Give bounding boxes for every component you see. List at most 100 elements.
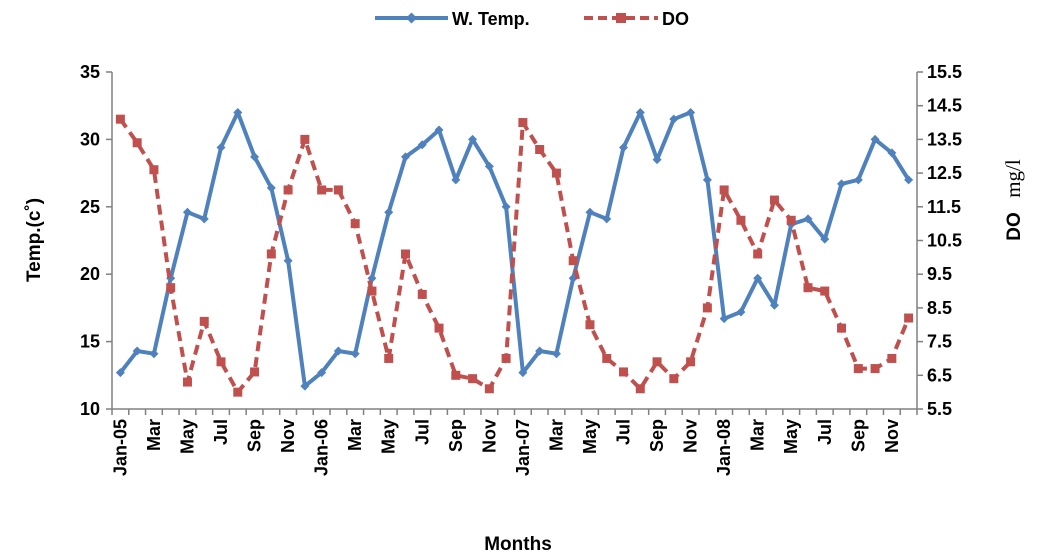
data-point [535,346,545,356]
data-point [870,134,880,144]
y2-axis-title-main: DO [1004,212,1025,241]
data-point [216,357,226,367]
x-tick-label: Jul [211,419,231,445]
y2-tick-label: 6.5 [927,365,952,385]
y-tick-label: 20 [80,264,100,284]
x-tick-label: Nov [278,419,298,453]
y-tick-label: 15 [80,332,100,352]
data-point [702,175,712,185]
data-point [887,353,897,363]
x-tick-label: Mar [546,419,566,451]
data-point [652,155,662,165]
data-point [904,175,914,185]
data-point [619,367,629,377]
y-axis-title: Temp.(c˚) [24,198,45,282]
x-tick-label: Jul [412,419,432,445]
data-point [820,286,830,296]
x-tick-label: Jan-08 [714,419,734,476]
x-tick-label: Jan-06 [312,419,332,476]
data-point [417,140,427,150]
data-point [132,346,142,356]
data-point [451,175,461,185]
data-point [149,165,159,175]
data-point [350,349,360,359]
data-point [400,152,410,162]
data-point [803,214,813,224]
data-point [568,256,578,266]
y2-tick-label: 10.5 [927,231,962,251]
data-point [669,114,679,124]
x-tick-label: Nov [479,419,499,453]
data-point [216,142,226,152]
x-tick-label: Sep [446,419,466,452]
data-point [300,134,310,144]
x-tick-label: Sep [245,419,265,452]
y2-tick-label: 9.5 [927,264,952,284]
data-point [686,107,696,117]
x-tick-label: Jul [614,419,634,445]
legend-label-wtemp: W. Temp. [452,9,530,29]
legend-marker-wtemp [406,12,417,24]
y-ticks-left: 10 15 20 25 30 35 [80,62,112,419]
data-point [753,249,763,259]
data-point [317,185,327,195]
x-tick-label: Nov [882,419,902,453]
data-point [333,346,343,356]
x-tick-label: Mar [748,419,768,451]
series-line-wtemp [118,110,911,389]
data-point [551,349,561,359]
data-point [266,249,276,259]
y-ticks-right: 5.5 6.5 7.5 8.5 9.5 10.5 11.5 12.5 13.5 14.5 15.5 [917,62,962,419]
data-point [333,185,343,195]
data-point [400,249,410,259]
data-point [250,152,260,162]
data-point [182,207,192,217]
series-line-do [118,118,911,395]
data-point [468,134,478,144]
y2-tick-label: 14.5 [927,96,962,116]
data-point [652,357,662,367]
data-point [602,214,612,224]
x-tick-label: Mar [345,419,365,451]
data-point [182,377,192,387]
data-point [434,323,444,333]
data-point [786,215,796,225]
data-point [266,183,276,193]
y2-axis-title: DO mg/l [1001,159,1025,241]
data-point [501,202,511,212]
data-point [635,107,645,117]
data-point [736,215,746,225]
y-tick-label: 25 [80,197,100,217]
data-point [233,107,243,117]
x-tick-label: Nov [681,419,701,453]
data-point [585,207,595,217]
data-point [837,179,847,189]
data-point [283,256,293,266]
data-point [870,364,880,374]
data-point [803,283,813,293]
legend: W. Temp. DO [375,9,689,29]
data-point [853,175,863,185]
data-point [837,323,847,333]
data-point [585,320,595,330]
y-tick-label: 35 [80,62,100,82]
data-point [736,307,746,317]
x-tick-label: Jan-07 [513,419,533,476]
data-point [484,161,494,171]
data-point [115,368,125,378]
data-point [434,125,444,135]
x-tick-label: May [580,419,600,454]
x-ticks: Jan-05 Mar May Jul Sep Nov Jan-06 Mar May Jul Sep N… [110,409,918,476]
data-point [769,195,779,205]
x-tick-label: Sep [848,419,868,452]
legend-marker-do [616,13,626,23]
series-group [115,107,914,397]
x-tick-label: Sep [647,419,667,452]
data-point [350,219,360,229]
x-tick-label: Jul [815,419,835,445]
data-point [451,370,461,380]
data-point [702,303,712,313]
data-point [166,283,176,293]
data-point [384,207,394,217]
data-point [669,374,679,384]
